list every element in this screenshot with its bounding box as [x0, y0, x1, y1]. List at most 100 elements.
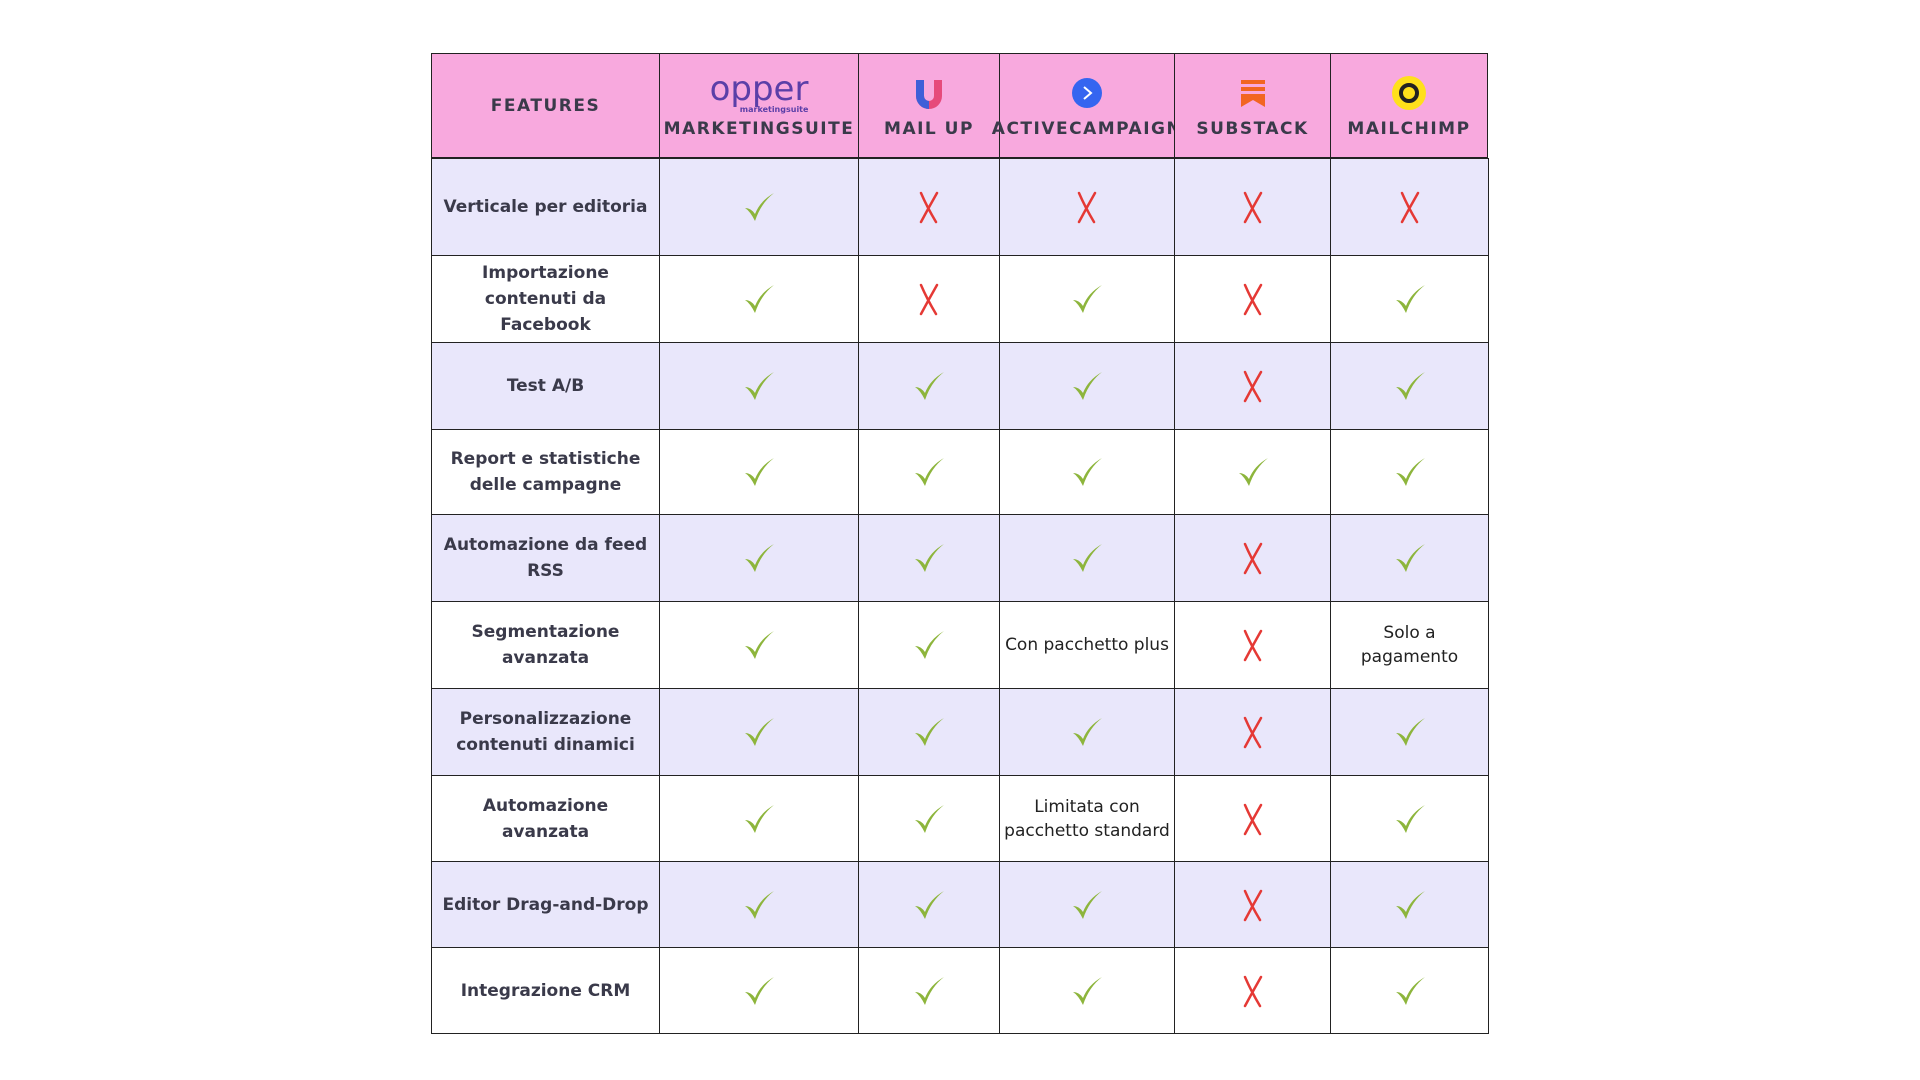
mailup-logo	[912, 73, 946, 113]
status-cell	[659, 601, 859, 689]
check-icon	[745, 890, 774, 919]
cross-icon	[919, 191, 939, 224]
check-icon	[915, 976, 944, 1005]
check-icon	[745, 718, 774, 746]
check-icon	[915, 890, 944, 919]
status-cell	[1330, 514, 1489, 602]
status-cell	[999, 342, 1175, 430]
status-cell	[659, 688, 859, 776]
status-cell	[1174, 688, 1331, 776]
cross-icon	[1243, 889, 1262, 921]
check-icon	[915, 631, 944, 659]
check-icon	[1073, 544, 1102, 572]
status-cell	[999, 255, 1175, 343]
status-cell	[1330, 429, 1489, 515]
status-cell	[858, 775, 1000, 862]
status-cell	[659, 342, 859, 430]
check-icon	[1073, 372, 1102, 400]
status-cell	[659, 158, 859, 256]
status-cell	[858, 158, 1000, 256]
status-cell	[858, 947, 1000, 1034]
status-cell	[999, 158, 1175, 256]
column-header: MAILCHIMP	[1330, 53, 1488, 158]
check-icon	[1395, 718, 1425, 746]
feature-cell: Report e statistiche delle campagne	[431, 429, 660, 515]
status-cell	[1174, 255, 1331, 343]
status-cell	[999, 861, 1175, 948]
note-cell: Solo a pagamento	[1330, 601, 1489, 689]
status-cell	[659, 514, 859, 602]
status-cell	[858, 601, 1000, 689]
status-cell	[659, 429, 859, 515]
feature-cell: Personalizzazione contenuti dinamici	[431, 688, 660, 776]
status-cell	[1330, 255, 1489, 343]
cross-icon	[1077, 191, 1097, 224]
status-cell	[999, 514, 1175, 602]
status-cell	[1330, 688, 1489, 776]
note-cell: Con pacchetto plus	[999, 601, 1175, 689]
status-cell	[1174, 342, 1331, 430]
status-cell	[1174, 601, 1331, 689]
column-header: SUBSTACK	[1174, 53, 1331, 158]
feature-cell: Test A/B	[431, 342, 660, 430]
check-icon	[915, 804, 944, 833]
status-cell	[1330, 861, 1489, 948]
status-cell	[858, 342, 1000, 430]
feature-cell: Automazione avanzata	[431, 775, 660, 862]
cross-icon	[1243, 370, 1262, 403]
check-icon	[1073, 285, 1102, 313]
feature-cell: Integrazione CRM	[431, 947, 660, 1034]
icon	[1072, 77, 1102, 108]
status-cell	[1174, 429, 1331, 515]
check-icon	[1395, 285, 1425, 313]
check-icon	[745, 544, 774, 572]
status-cell	[858, 429, 1000, 515]
column-title: MAIL UP	[884, 118, 974, 139]
status-cell	[659, 255, 859, 343]
cross-icon	[1243, 191, 1262, 224]
check-icon	[915, 372, 944, 400]
cross-icon	[919, 283, 939, 316]
mailchimp-logo	[1391, 73, 1427, 113]
check-icon	[745, 193, 774, 221]
status-cell	[858, 514, 1000, 602]
status-cell	[858, 255, 1000, 343]
check-icon	[1073, 976, 1102, 1005]
cross-icon	[1243, 716, 1262, 749]
status-cell	[1174, 158, 1331, 256]
status-cell	[1330, 158, 1489, 256]
logo-subtext: marketingsuite	[739, 104, 809, 114]
cross-icon	[1243, 629, 1262, 662]
feature-cell: Automazione da feed RSS	[431, 514, 660, 602]
check-icon	[745, 804, 774, 833]
check-icon	[745, 458, 774, 486]
check-icon	[1238, 458, 1268, 486]
check-icon	[1395, 890, 1425, 919]
feature-cell: Segmentazione avanzata	[431, 601, 660, 689]
column-title: ACTIVECAMPAIGN	[991, 118, 1183, 139]
cross-icon	[1243, 283, 1262, 316]
status-cell	[659, 775, 859, 862]
opper-logo: opper marketingsuite	[710, 72, 809, 114]
icon	[1240, 79, 1265, 107]
feature-cell: Verticale per editoria	[431, 158, 660, 256]
status-cell	[858, 861, 1000, 948]
status-cell	[659, 947, 859, 1034]
check-icon	[1073, 458, 1102, 486]
check-icon	[745, 976, 774, 1005]
check-icon	[1395, 976, 1425, 1005]
column-title: MARKETINGSUITE	[663, 118, 855, 139]
check-icon	[915, 718, 944, 746]
status-cell	[999, 429, 1175, 515]
check-icon	[915, 544, 944, 572]
substack-logo	[1239, 73, 1267, 113]
check-icon	[1073, 718, 1102, 746]
check-icon	[1073, 890, 1102, 919]
column-header: MAIL UP	[858, 53, 1000, 158]
cross-icon	[1243, 803, 1262, 835]
status-cell	[858, 688, 1000, 776]
icon	[1392, 75, 1426, 110]
column-title: MAILCHIMP	[1347, 118, 1471, 139]
status-cell	[1174, 514, 1331, 602]
